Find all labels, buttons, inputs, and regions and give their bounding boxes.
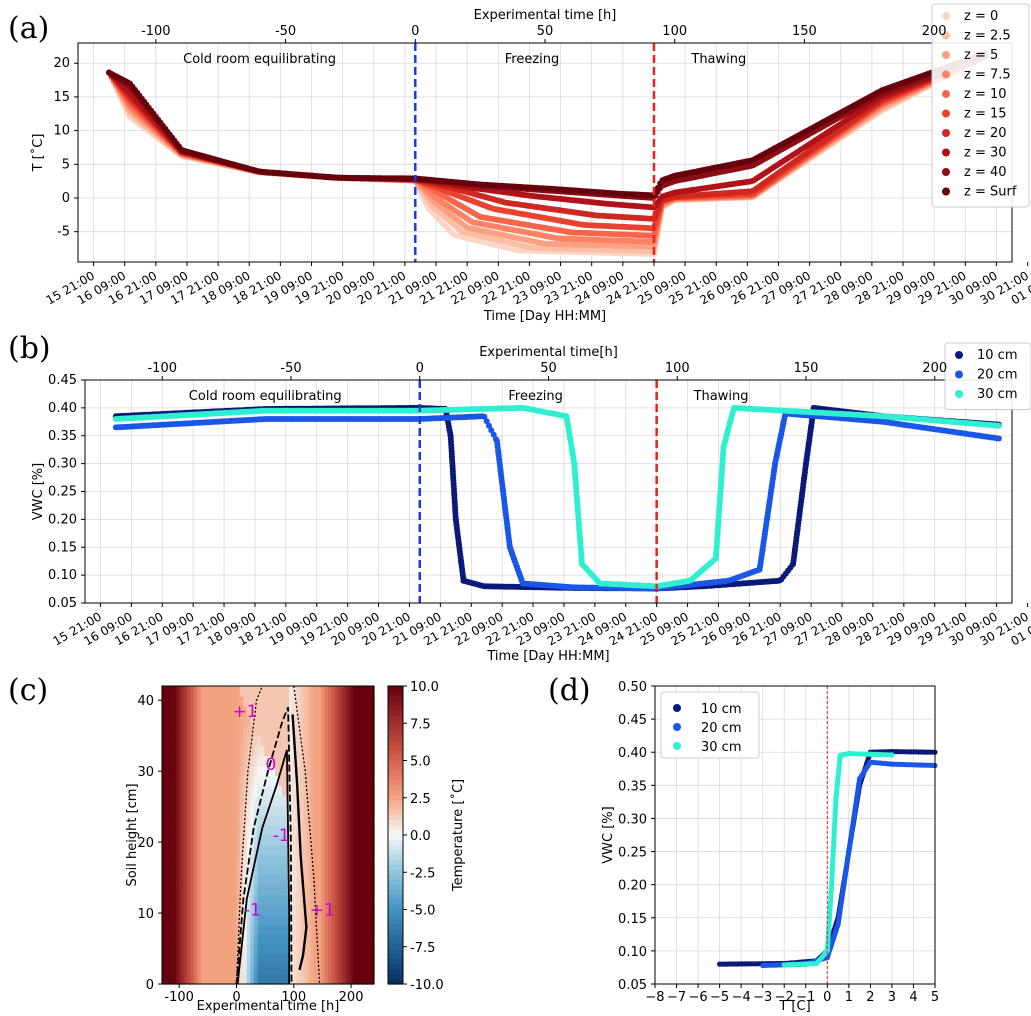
phase-label: Thawing <box>690 52 746 67</box>
y-tick-label: 5 <box>62 157 70 172</box>
series-20-cm <box>112 410 1002 592</box>
x2-tick-label: 0 <box>411 24 419 39</box>
legend-marker <box>942 90 950 98</box>
legend-entry: z = Surf <box>964 185 1017 200</box>
x2-tick-label: 200 <box>922 24 947 39</box>
legend-entry: z = 2.5 <box>964 29 1011 44</box>
legend-marker <box>942 187 950 196</box>
legend-entry: z = 15 <box>964 107 1007 122</box>
phase-label: Freezing <box>505 52 560 67</box>
legend-entry: z = 5 <box>964 48 998 63</box>
legend-marker <box>942 12 950 20</box>
y-tick-label: 0 <box>62 191 70 206</box>
y-tick-label: -5 <box>57 225 70 240</box>
legend-marker <box>942 70 950 79</box>
x2-axis-label: Experimental time [h] <box>474 8 617 23</box>
y-tick-label: 20 <box>53 56 70 71</box>
x2-tick-label: 100 <box>662 24 687 39</box>
legend-marker <box>942 109 950 118</box>
panel-label: (a) <box>8 11 49 46</box>
x2-tick-label: -100 <box>141 24 171 39</box>
legend-entry: z = 7.5 <box>964 68 1011 83</box>
x2-tick-label: 50 <box>537 24 554 39</box>
panel-0-plot <box>74 3 1030 266</box>
data-point <box>460 577 467 584</box>
y-tick-label: 15 <box>53 90 70 105</box>
panel-1-plot <box>81 342 1031 607</box>
legend-marker <box>942 51 950 59</box>
legend-marker <box>942 168 950 176</box>
phase-label: Cold room equilibrating <box>183 52 336 67</box>
series-10-cm <box>112 404 1002 592</box>
legend-marker <box>942 148 950 157</box>
x2-tick-label: -50 <box>275 24 296 39</box>
legend-entry: z = 0 <box>964 9 998 24</box>
legend-entry: z = 10 <box>964 87 1007 102</box>
y-tick-label: 10 <box>53 124 70 139</box>
legend-marker <box>942 129 950 137</box>
series-z-2-5 <box>106 54 988 255</box>
series-z-15 <box>106 54 988 232</box>
legend-entry: z = 20 <box>964 126 1007 141</box>
legend-entry: z = 40 <box>964 165 1007 180</box>
legend-entry: z = 30 <box>964 146 1007 161</box>
y-axis-label: T [˚C] <box>30 134 46 173</box>
x-axis-label: Time [Day HH:MM] <box>483 309 606 324</box>
x2-tick-label: 150 <box>792 24 817 39</box>
